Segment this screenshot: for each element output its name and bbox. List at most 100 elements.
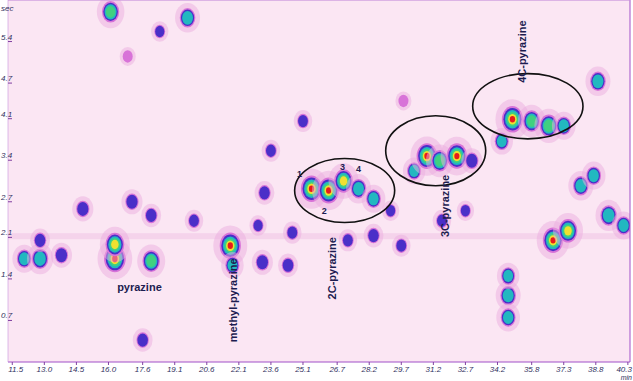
peak <box>121 189 142 214</box>
x-axis-label: min <box>621 374 632 381</box>
peak-level <box>353 182 364 196</box>
peak-halo <box>339 229 358 251</box>
peak <box>97 0 125 28</box>
x-tick-label: 32.7 <box>458 365 474 374</box>
peak-halo <box>553 213 583 249</box>
y-tick-label: 3.4 <box>1 151 13 160</box>
peak-level <box>226 240 234 251</box>
peak <box>283 222 302 244</box>
peak-level <box>181 10 194 27</box>
peak-level <box>142 250 160 272</box>
peak-halo <box>362 185 386 213</box>
peak-level <box>367 191 380 207</box>
peak <box>30 229 50 253</box>
peak-halo <box>457 200 474 221</box>
peak-level <box>137 333 148 346</box>
vertical-annotation: 4C-pyrazine <box>516 20 528 82</box>
peak-level <box>502 310 515 326</box>
x-tick-label: 22.1 <box>230 365 247 374</box>
peak-level <box>154 25 165 39</box>
peak <box>294 110 313 132</box>
peak-level <box>253 220 262 231</box>
chart: 0.71.42.12.73.44.14.75.4sec11.513.014.51… <box>0 0 633 381</box>
peak-level <box>123 50 133 63</box>
peak-halo <box>151 21 168 42</box>
peak-level <box>188 214 200 229</box>
peak-level <box>559 219 578 243</box>
peak-halo <box>51 243 72 268</box>
peak-level <box>461 205 470 216</box>
y-axis-label: sec <box>1 4 13 13</box>
peak <box>252 250 273 275</box>
peak-level <box>501 267 515 285</box>
peak <box>392 235 411 257</box>
peak-level <box>182 11 193 25</box>
y-tick-label: 0.7 <box>1 311 13 320</box>
peak-level <box>368 229 379 242</box>
x-tick-label: 29.7 <box>393 365 410 374</box>
peak-level <box>126 195 137 209</box>
peak-level <box>561 223 574 239</box>
peak <box>364 224 384 248</box>
peak-level <box>342 233 354 248</box>
peak-level <box>105 233 124 256</box>
x-axis <box>8 362 630 363</box>
y-tick-label: 4.7 <box>1 74 13 83</box>
vertical-annotation: 3C-pyrazine <box>439 175 451 237</box>
top-axis <box>8 0 630 1</box>
peak-halo <box>294 110 313 132</box>
x-tick-label: 17.6 <box>135 365 151 374</box>
peak-halo <box>133 328 153 352</box>
peak-halo <box>141 204 161 228</box>
peak-level <box>259 186 270 199</box>
peak <box>553 213 583 249</box>
peak-level <box>398 95 408 108</box>
peak-level <box>283 259 294 272</box>
peak <box>497 263 519 290</box>
peak-level <box>33 250 47 267</box>
x-tick-label: 37.3 <box>556 365 572 374</box>
peak-level <box>616 216 630 235</box>
peak-level <box>34 252 45 266</box>
peak-level <box>77 202 88 216</box>
peak-level <box>366 190 381 209</box>
peak-halo <box>255 181 275 205</box>
x-tick-label: 16.0 <box>101 365 117 374</box>
vertical-annotation: 2C-pyrazine <box>326 237 338 299</box>
peak <box>612 211 630 239</box>
peak-level <box>556 117 571 136</box>
right-axis <box>630 0 631 362</box>
annotation: 3 <box>340 162 345 172</box>
peak-halo <box>262 140 281 162</box>
peak-level <box>265 143 277 158</box>
x-tick-label: 26.7 <box>328 365 345 374</box>
annotation: 1 <box>297 169 302 179</box>
peak <box>137 244 165 277</box>
peak <box>262 140 281 162</box>
peak <box>461 148 482 173</box>
peak-level <box>501 308 516 327</box>
peak-level <box>103 3 118 21</box>
annotation: 4 <box>356 164 361 174</box>
peak-level <box>591 73 604 90</box>
peak <box>141 204 161 228</box>
plot-area <box>8 0 630 362</box>
y-axis <box>8 0 9 362</box>
x-tick-label: 23.6 <box>262 365 279 374</box>
peak-halo <box>496 303 520 331</box>
peak-level <box>587 168 600 184</box>
peak-halo <box>100 227 130 263</box>
peak-level <box>102 1 119 23</box>
peak-level <box>266 145 276 157</box>
group-region <box>295 158 395 222</box>
peak <box>496 303 520 331</box>
peak-level <box>508 114 516 125</box>
peak <box>255 181 275 205</box>
peak <box>151 21 168 42</box>
peak-level <box>136 332 148 348</box>
annotation: 2 <box>322 206 327 216</box>
peak-level <box>155 26 164 37</box>
peak-halo <box>72 196 93 221</box>
peak-level <box>111 240 119 249</box>
x-tick-label: 14.5 <box>69 365 85 374</box>
